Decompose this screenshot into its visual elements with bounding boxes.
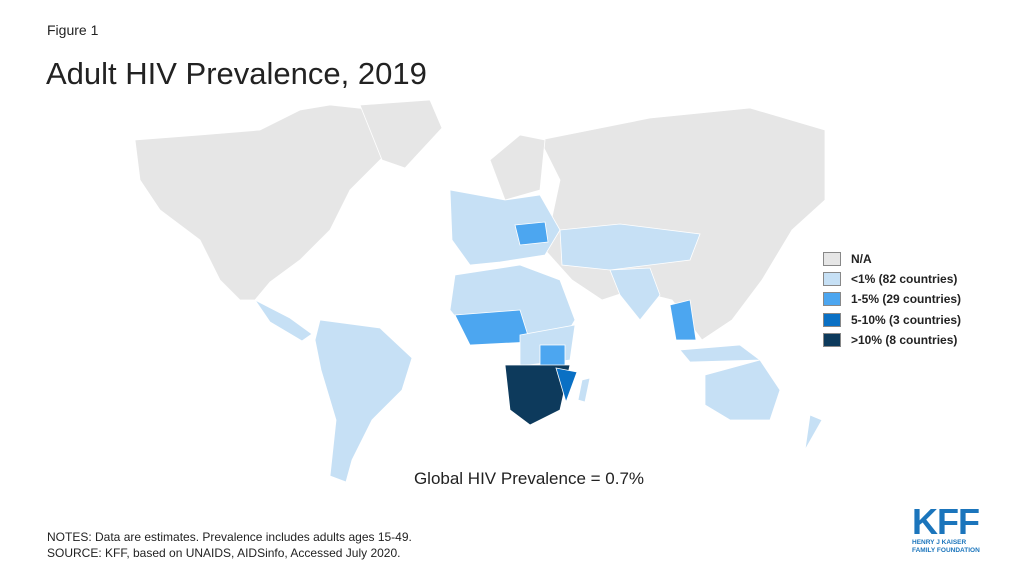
australia xyxy=(704,359,781,421)
figure-label: Figure 1 xyxy=(47,22,99,38)
legend-item: >10% (8 countries) xyxy=(823,330,961,350)
southeast-asia xyxy=(669,299,697,341)
legend-label: 5-10% (3 countries) xyxy=(851,312,962,327)
madagascar xyxy=(577,377,591,403)
west-africa xyxy=(454,309,531,346)
scandinavia xyxy=(489,134,546,201)
central-america xyxy=(254,299,313,342)
russia-asia xyxy=(539,107,826,341)
legend-swatch xyxy=(823,312,841,327)
legend: N/A <1% (82 countries) 1-5% (29 countries)… xyxy=(823,249,961,350)
annotation: Global HIV Prevalence = 0.7% xyxy=(413,469,645,488)
source: SOURCE: KFF, based on UNAIDS, AIDSinfo, … xyxy=(47,546,401,560)
logo-line: FAMILY FOUNDATION xyxy=(912,547,980,554)
new-zealand xyxy=(804,414,823,451)
legend-label: 1-5% (29 countries) xyxy=(851,292,962,307)
legend-item: 5-10% (3 countries) xyxy=(823,310,961,330)
indonesia xyxy=(679,344,762,363)
south-asia xyxy=(609,267,661,321)
south-america xyxy=(314,319,413,483)
title: Adult HIV Prevalence, 2019 xyxy=(46,56,427,91)
legend-item: <1% (82 countries) xyxy=(823,269,961,289)
central-asia xyxy=(559,223,701,271)
legend-swatch xyxy=(823,292,841,307)
legend-item: N/A xyxy=(823,249,961,269)
legend-label: >10% (8 countries) xyxy=(851,332,958,347)
legend-swatch xyxy=(823,252,841,267)
ukraine xyxy=(514,221,549,246)
notes: NOTES: Data are estimates. Prevalence in… xyxy=(47,530,412,544)
logo: KFF HENRY J KAISER FAMILY FOUNDATION xyxy=(912,501,992,555)
legend-item: 1-5% (29 countries) xyxy=(823,289,961,309)
greenland xyxy=(359,99,443,169)
southern-africa xyxy=(504,364,571,426)
logo-mark: KFF xyxy=(912,501,980,542)
north-america xyxy=(134,104,396,301)
legend-swatch xyxy=(823,332,841,347)
mozambique xyxy=(555,367,578,404)
legend-swatch xyxy=(823,272,841,287)
logo-line: HENRY J KAISER xyxy=(912,539,967,546)
legend-label: N/A xyxy=(851,252,872,267)
legend-label: <1% (82 countries) xyxy=(851,272,958,287)
europe xyxy=(449,189,561,266)
